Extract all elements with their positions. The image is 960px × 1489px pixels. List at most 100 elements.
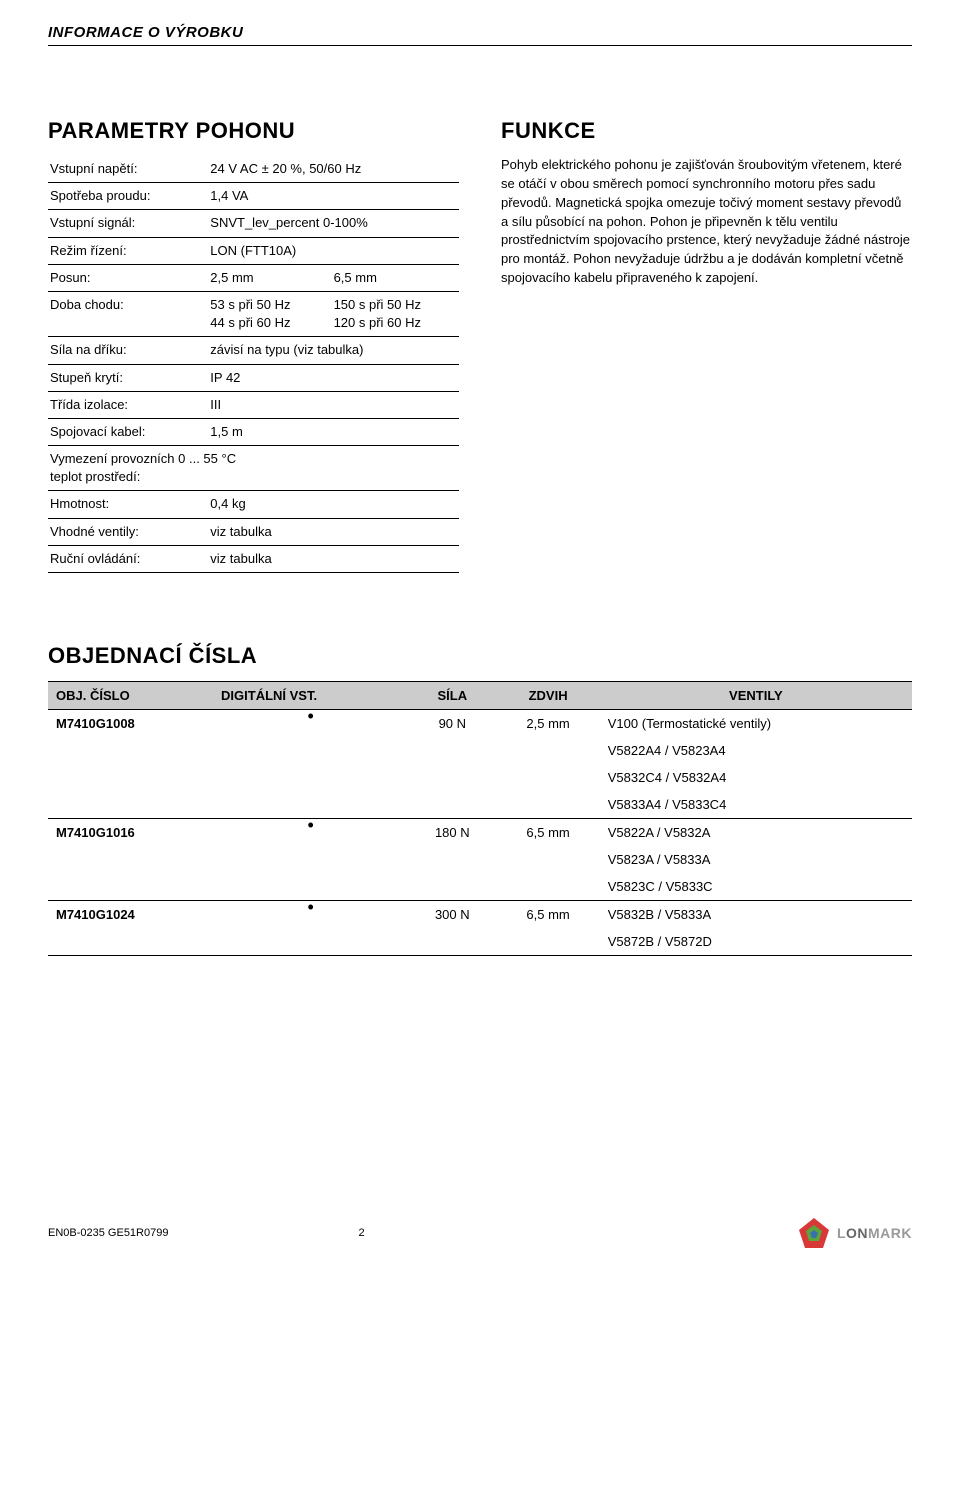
spec-label: Síla na dříku: <box>48 337 208 364</box>
order-row: M7410G1024•300 N6,5 mmV5832B / V5833A <box>48 901 912 929</box>
parameters-title: PARAMETRY POHONU <box>48 118 459 144</box>
spec-label: Vymezení provozních 0 ... 55 °Cteplot pr… <box>48 446 332 491</box>
footer-left: EN0B-0235 GE51R0799 2 <box>48 1227 365 1239</box>
spec-label: Doba chodu: <box>48 291 208 336</box>
order-header-num: OBJ. ČÍSLO <box>48 682 213 710</box>
order-cell <box>48 928 213 956</box>
lonmark-text: LONMARK <box>837 1225 912 1241</box>
spec-value1: 1,5 m <box>208 418 459 445</box>
order-cell <box>496 791 599 819</box>
spec-value2 <box>332 446 459 491</box>
order-cell: V5833A4 / V5833C4 <box>600 791 912 819</box>
spec-label: Hmotnost: <box>48 491 208 518</box>
spec-label: Spojovací kabel: <box>48 418 208 445</box>
spec-value1: 24 V AC ± 20 %, 50/60 Hz <box>208 156 459 183</box>
spec-value1: 2,5 mm <box>208 264 331 291</box>
spec-row: Vstupní signál:SNVT_lev_percent 0-100% <box>48 210 459 237</box>
lonmark-logo: LONMARK <box>797 1216 912 1250</box>
order-cell: V5823A / V5833A <box>600 846 912 873</box>
order-cell: • <box>213 901 408 929</box>
spec-label: Posun: <box>48 264 208 291</box>
order-cell: V5872B / V5872D <box>600 928 912 956</box>
order-header-row: OBJ. ČÍSLO DIGITÁLNÍ VST. SÍLA ZDVIH VEN… <box>48 682 912 710</box>
order-cell: V5832C4 / V5832A4 <box>600 764 912 791</box>
spec-row: Vymezení provozních 0 ... 55 °Cteplot pr… <box>48 446 459 491</box>
spec-label: Ruční ovládání: <box>48 545 208 572</box>
order-cell: V5823C / V5833C <box>600 873 912 901</box>
order-cell <box>408 928 496 956</box>
order-row: V5872B / V5872D <box>48 928 912 956</box>
parameters-column: PARAMETRY POHONU Vstupní napětí:24 V AC … <box>48 118 459 573</box>
order-cell: V5832B / V5833A <box>600 901 912 929</box>
order-cell: M7410G1016 <box>48 819 213 847</box>
order-header-stroke: ZDVIH <box>496 682 599 710</box>
spec-value2: 6,5 mm <box>332 264 459 291</box>
spec-row: Režim řízení:LON (FTT10A) <box>48 237 459 264</box>
order-cell: 6,5 mm <box>496 819 599 847</box>
spec-value1: SNVT_lev_percent 0-100% <box>208 210 459 237</box>
spec-value1: 1,4 VA <box>208 183 459 210</box>
spec-row: Spojovací kabel:1,5 m <box>48 418 459 445</box>
function-body: Pohyb elektrického pohonu je zajišťován … <box>501 156 912 288</box>
order-cell: 6,5 mm <box>496 901 599 929</box>
order-row: V5823A / V5833A <box>48 846 912 873</box>
order-cell: • <box>213 710 408 738</box>
order-header-force: SÍLA <box>408 682 496 710</box>
spec-row: Posun:2,5 mm6,5 mm <box>48 264 459 291</box>
spec-value1: III <box>208 391 459 418</box>
function-column: FUNKCE Pohyb elektrického pohonu je zaji… <box>501 118 912 573</box>
order-cell <box>48 846 213 873</box>
order-cell: M7410G1024 <box>48 901 213 929</box>
spec-table: Vstupní napětí:24 V AC ± 20 %, 50/60 HzS… <box>48 156 459 573</box>
order-cell: V5822A4 / V5823A4 <box>600 737 912 764</box>
spec-row: Hmotnost:0,4 kg <box>48 491 459 518</box>
order-row: V5833A4 / V5833C4 <box>48 791 912 819</box>
spec-value1: 0,4 kg <box>208 491 459 518</box>
order-cell <box>496 846 599 873</box>
spec-row: Vstupní napětí:24 V AC ± 20 %, 50/60 Hz <box>48 156 459 183</box>
order-row: M7410G1008•90 N2,5 mmV100 (Termostatické… <box>48 710 912 738</box>
spec-row: Spotřeba proudu:1,4 VA <box>48 183 459 210</box>
spec-row: Třída izolace:III <box>48 391 459 418</box>
order-cell <box>213 928 408 956</box>
logo-mark: MARK <box>868 1225 912 1241</box>
order-cell <box>408 791 496 819</box>
order-row: V5823C / V5833C <box>48 873 912 901</box>
order-cell <box>496 928 599 956</box>
footer-doc-code: EN0B-0235 GE51R0799 <box>48 1227 168 1239</box>
order-header-valves: VENTILY <box>600 682 912 710</box>
lonmark-icon <box>797 1216 831 1250</box>
spec-row: Síla na dříku:závisí na typu (viz tabulk… <box>48 337 459 364</box>
order-cell: 300 N <box>408 901 496 929</box>
spec-row: Ruční ovládání:viz tabulka <box>48 545 459 572</box>
spec-value1: viz tabulka <box>208 545 459 572</box>
logo-on: ON <box>846 1225 868 1241</box>
order-row: V5832C4 / V5832A4 <box>48 764 912 791</box>
order-cell <box>496 764 599 791</box>
order-cell <box>213 846 408 873</box>
order-cell <box>48 764 213 791</box>
spec-label: Vstupní signál: <box>48 210 208 237</box>
spec-value1: závisí na typu (viz tabulka) <box>208 337 459 364</box>
spec-label: Spotřeba proudu: <box>48 183 208 210</box>
spec-row: Doba chodu:53 s při 50 Hz 44 s při 60 Hz… <box>48 291 459 336</box>
order-cell: M7410G1008 <box>48 710 213 738</box>
spec-value1: LON (FTT10A) <box>208 237 459 264</box>
order-cell: • <box>213 819 408 847</box>
order-cell <box>213 737 408 764</box>
order-cell: 2,5 mm <box>496 710 599 738</box>
page-footer: EN0B-0235 GE51R0799 2 LONMARK <box>48 1216 912 1250</box>
order-cell <box>496 737 599 764</box>
spec-value1: IP 42 <box>208 364 459 391</box>
spec-label: Vstupní napětí: <box>48 156 208 183</box>
order-cell: 90 N <box>408 710 496 738</box>
spec-label: Stupeň krytí: <box>48 364 208 391</box>
order-cell <box>48 791 213 819</box>
function-title: FUNKCE <box>501 118 912 144</box>
spec-label: Třída izolace: <box>48 391 208 418</box>
order-row: V5822A4 / V5823A4 <box>48 737 912 764</box>
order-row: M7410G1016•180 N6,5 mmV5822A / V5832A <box>48 819 912 847</box>
order-cell: V5822A / V5832A <box>600 819 912 847</box>
order-section: OBJEDNACÍ ČÍSLA OBJ. ČÍSLO DIGITÁLNÍ VST… <box>48 643 912 956</box>
order-cell: V100 (Termostatické ventily) <box>600 710 912 738</box>
